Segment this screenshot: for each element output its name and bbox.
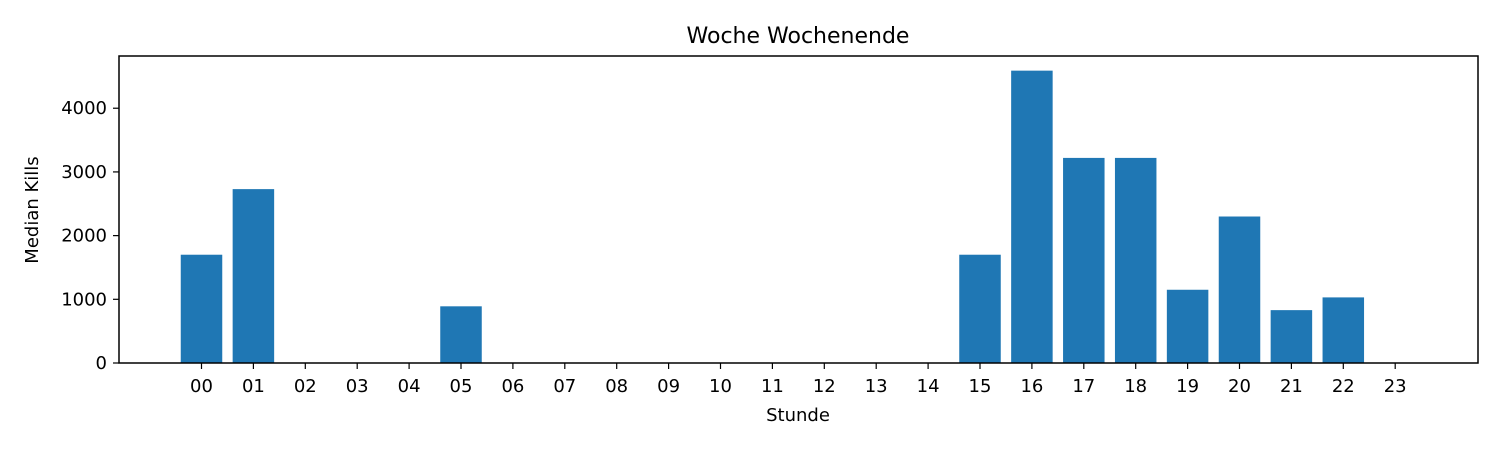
x-tick-label: 04 — [398, 376, 421, 397]
x-tick-label: 01 — [242, 376, 265, 397]
bar-19 — [1166, 289, 1209, 363]
y-tick-label: 1000 — [61, 289, 107, 310]
x-tick-label: 00 — [190, 376, 213, 397]
bar-00 — [180, 254, 223, 363]
y-tick-label: 3000 — [61, 162, 107, 183]
chart-title: Woche Wochenende — [687, 24, 910, 49]
x-tick-label: 10 — [709, 376, 732, 397]
y-tick-label: 4000 — [61, 98, 107, 119]
x-tick-label: 22 — [1332, 376, 1355, 397]
x-tick-label: 21 — [1280, 376, 1303, 397]
x-tick-label: 11 — [761, 376, 784, 397]
plot-area-frame — [118, 55, 1479, 364]
bar-15 — [959, 254, 1001, 363]
x-tick-label: 17 — [1072, 376, 1095, 397]
x-tick-label: 05 — [450, 376, 473, 397]
bar-18 — [1114, 157, 1157, 363]
x-tick-label: 02 — [294, 376, 317, 397]
x-tick-label: 14 — [917, 376, 940, 397]
y-tick-label: 2000 — [61, 226, 107, 247]
x-tick-label: 23 — [1384, 376, 1407, 397]
x-tick-label: 08 — [605, 376, 628, 397]
x-tick-label: 19 — [1176, 376, 1199, 397]
x-tick-label: 09 — [657, 376, 680, 397]
x-tick-label: 03 — [346, 376, 369, 397]
bar-05 — [440, 306, 482, 363]
bars-group — [180, 70, 1365, 363]
x-tick-label: 18 — [1124, 376, 1147, 397]
bar-20 — [1218, 216, 1261, 363]
bar-16 — [1011, 70, 1053, 363]
y-tick-label: 0 — [96, 353, 107, 374]
x-tick-label: 20 — [1228, 376, 1251, 397]
bar-21 — [1270, 310, 1313, 363]
bar-22 — [1322, 297, 1365, 363]
bar-01 — [232, 189, 275, 363]
x-tick-label: 15 — [969, 376, 992, 397]
x-axis-ticks: 00 01 02 03 04 05 06 07 08 09 10 11 12 13 14 15 16 17 18 19… — [190, 363, 1407, 397]
x-tick-label: 07 — [553, 376, 576, 397]
x-tick-label: 16 — [1020, 376, 1043, 397]
x-tick-label: 13 — [865, 376, 888, 397]
bar-17 — [1063, 157, 1105, 363]
x-axis-title: Stunde — [766, 405, 830, 426]
x-tick-label: 12 — [813, 376, 836, 397]
y-axis-title: Median Kills — [22, 156, 43, 263]
x-tick-label: 06 — [501, 376, 524, 397]
y-axis-ticks: 0 1000 2000 3000 4000 — [61, 98, 119, 374]
